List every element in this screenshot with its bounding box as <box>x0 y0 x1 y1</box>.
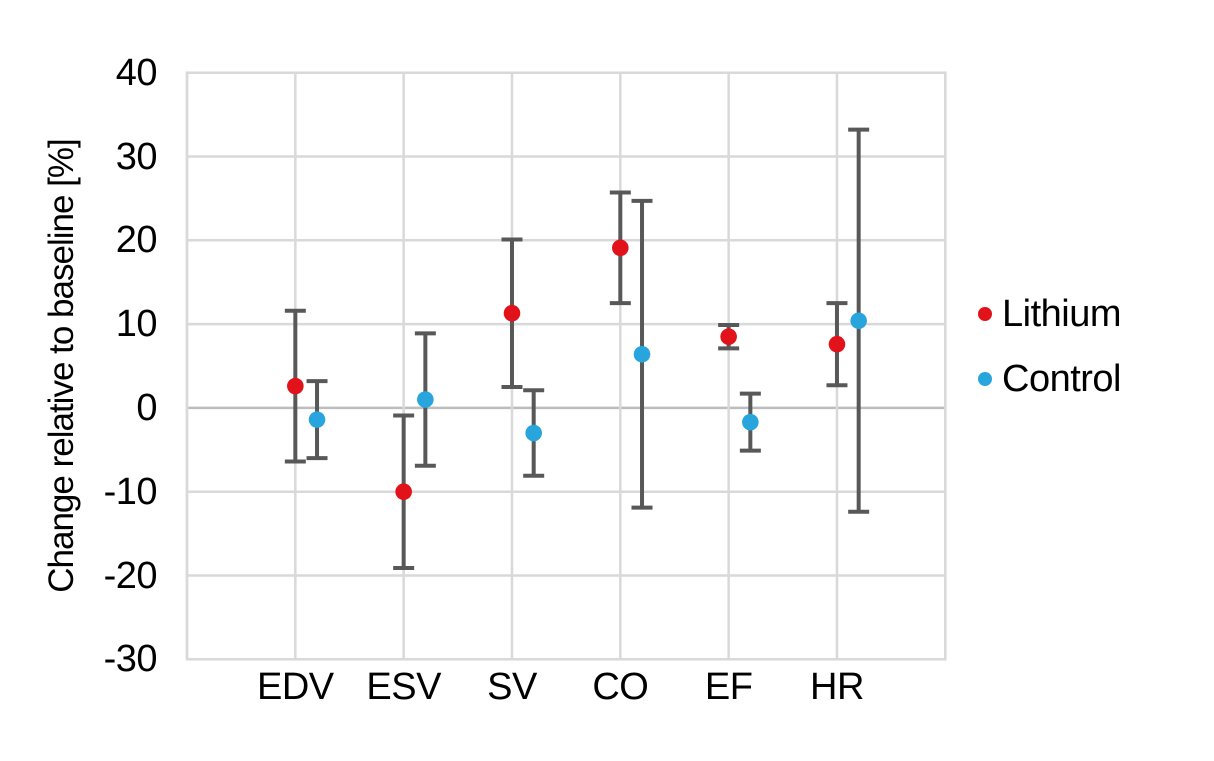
x-category-label-sv: SV <box>487 666 537 708</box>
y-tick-label: 40 <box>115 51 158 94</box>
legend-item-lithium: Lithium <box>978 292 1122 336</box>
data-point-lithium-hr <box>828 335 846 353</box>
data-point-control-edv <box>308 411 326 428</box>
data-point-control-ef <box>742 413 759 431</box>
x-category-label-esv: ESV <box>366 666 441 708</box>
plot-border <box>185 71 947 661</box>
y-tick-label: 30 <box>115 135 158 178</box>
data-point-control-sv <box>525 424 542 442</box>
data-point-lithium-co <box>612 239 629 257</box>
data-point-lithium-ef <box>720 328 737 345</box>
y-tick-label: 0 <box>136 386 157 429</box>
control-marker-icon <box>978 372 992 386</box>
data-point-control-hr <box>850 312 867 330</box>
y-tick-label: -30 <box>103 638 158 681</box>
legend-label-lithium: Lithium <box>1002 293 1122 335</box>
y-tick-label: -20 <box>103 554 158 597</box>
x-category-label-hr: HR <box>810 666 864 708</box>
x-category-label-ef: EF <box>704 666 753 708</box>
lithium-marker-icon <box>978 307 992 321</box>
y-tick-label: 20 <box>115 219 158 262</box>
x-category-label-co: CO <box>592 666 649 708</box>
data-point-lithium-edv <box>287 377 304 395</box>
y-tick-label: 10 <box>115 303 158 346</box>
x-category-label-edv: EDV <box>257 666 334 708</box>
y-axis-title: Change relative to baseline [%] <box>42 139 81 593</box>
data-point-control-co <box>633 345 651 363</box>
legend-item-control: Control <box>978 357 1122 401</box>
data-point-lithium-sv <box>503 304 521 322</box>
data-point-lithium-esv <box>395 483 412 501</box>
legend-label-control: Control <box>1002 358 1122 400</box>
y-tick-label: -10 <box>103 470 158 513</box>
data-point-control-esv <box>417 391 434 408</box>
